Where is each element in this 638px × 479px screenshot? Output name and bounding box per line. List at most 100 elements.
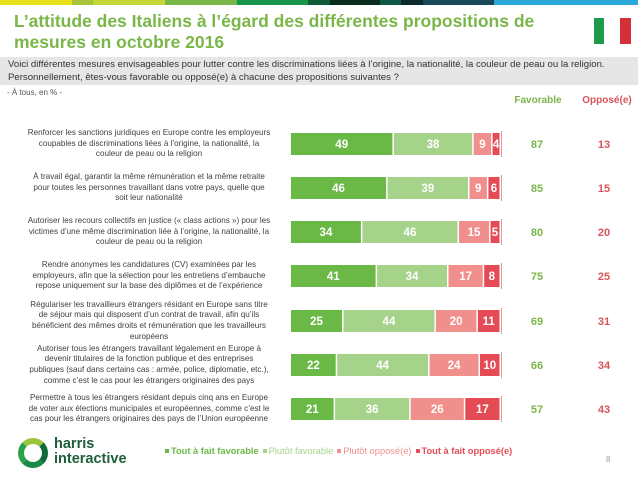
- total-oppose: 15: [598, 183, 610, 195]
- row-label-line: repose uniquement sur la base des diplôm…: [35, 281, 263, 291]
- bar-value-label: 46: [332, 183, 345, 195]
- flag-red-band: [620, 18, 631, 44]
- row-label: Renforcer les sanctions juridiques en Eu…: [10, 128, 288, 160]
- bar-segment: [335, 398, 410, 420]
- bar-value-label: 34: [406, 271, 419, 283]
- legend-item: Tout à fait favorable: [165, 446, 259, 456]
- row-label: Rendre anonymes les candidatures (CV) ex…: [10, 260, 288, 292]
- total-oppose: 43: [598, 404, 610, 416]
- logo-ring-icon: [18, 438, 48, 468]
- stripe-segment: [164, 0, 237, 5]
- bar-value-label: 44: [376, 360, 389, 372]
- bar-value-label: 24: [448, 360, 461, 372]
- bar-value-label: 38: [427, 139, 440, 151]
- row-label-line: couleur de peau ou la religion: [95, 149, 203, 159]
- legend-swatch-icon: [337, 448, 342, 453]
- page-title: L’attitude des Italiens à l’égard des di…: [14, 11, 535, 52]
- stripe-segment: [422, 0, 495, 5]
- bar-segment: [362, 221, 458, 243]
- bar-segment: [291, 265, 376, 287]
- bar-segment: [435, 310, 477, 332]
- row-label-line: employeurs, afin que la sélection pour l…: [32, 270, 266, 280]
- bar-value-label: 22: [307, 360, 320, 372]
- bar-segment: [393, 133, 473, 155]
- bar-segment: [343, 310, 435, 332]
- stripe-segment: [329, 0, 381, 5]
- total-favorable: 69: [531, 316, 543, 328]
- legend-swatch-icon: [262, 448, 267, 453]
- row-label-line: victimes d’une même discrimination liée …: [28, 226, 270, 236]
- bar-value-label: 36: [366, 404, 379, 416]
- top-color-stripe: [0, 0, 638, 5]
- column-header-oppose: Opposé(e): [582, 95, 632, 106]
- legend-item: Plutôt favorable: [262, 446, 334, 456]
- row-label: Autoriser tous les étrangers travaillant…: [10, 344, 288, 386]
- row-label-line: coupables de discriminations liées à l’o…: [38, 138, 260, 148]
- total-oppose: 13: [598, 139, 610, 151]
- bar-segment: [291, 310, 342, 332]
- row-label: Autoriser les recours collectifs en just…: [10, 216, 288, 248]
- bar-value-label: 39: [421, 183, 434, 195]
- bar-segment: [377, 265, 447, 287]
- base-note: - À tous, en % -: [7, 88, 63, 97]
- logo-line-2: interactive: [54, 451, 127, 467]
- legend-label: Plutôt favorable: [268, 446, 334, 456]
- row-label-line: Permettre à tous les étrangers résidant …: [29, 393, 268, 403]
- stripe-segment: [0, 0, 72, 5]
- bar-value-label: 46: [404, 227, 417, 239]
- bar-segment: [291, 133, 393, 155]
- bar-segment: [459, 221, 489, 243]
- stripe-segment: [93, 0, 165, 5]
- bar-segment: [490, 221, 500, 243]
- stripe-segment: [308, 0, 330, 5]
- total-oppose: 25: [598, 271, 610, 283]
- chart-legend: Tout à fait favorable Plutôt favorable Plu…: [165, 446, 516, 456]
- bar-segment: [488, 177, 500, 199]
- bar-segment: [291, 221, 361, 243]
- stripe-segment: [236, 0, 309, 5]
- legend-item: Plutôt opposé(e): [337, 446, 412, 456]
- bar-value-label: 9: [479, 139, 485, 151]
- legend-item: Tout à fait opposé(e): [415, 446, 513, 456]
- row-label-line: Autoriser tous les étrangers travaillant…: [36, 343, 262, 353]
- row-label-line: Rendre anonymes les candidatures (CV) ex…: [41, 260, 257, 270]
- row-label-line: devenir titulaires de la fonction publiq…: [44, 354, 254, 364]
- bar-segment: [484, 265, 500, 287]
- total-oppose: 20: [598, 227, 610, 239]
- stripe-segment: [71, 0, 94, 5]
- row-label-line: bénéficient des mêmes droits et rémunéra…: [32, 320, 266, 330]
- bar-segment: [337, 354, 429, 376]
- logo-text: harris interactive: [54, 437, 127, 467]
- bar-value-label: 25: [310, 316, 323, 328]
- stripe-segment: [380, 0, 402, 5]
- row-label-line: européens: [129, 331, 169, 341]
- legend-label: Tout à fait opposé(e): [421, 446, 513, 456]
- bar-value-label: 17: [459, 271, 472, 283]
- bar-segment: [480, 354, 500, 376]
- bar-value-label: 44: [383, 316, 396, 328]
- bar-value-label: 5: [492, 227, 499, 239]
- page-number: 8: [606, 455, 611, 464]
- bar-value-label: 6: [491, 183, 497, 195]
- question-line-1: Voici différentes mesures envisageables …: [8, 59, 605, 70]
- row-label: Régulariser les travailleurs étrangers r…: [10, 300, 288, 342]
- bar-value-label: 11: [483, 316, 496, 328]
- row-label-line: pour toutes les personnes travaillant da…: [33, 182, 265, 192]
- bar-segment: [291, 398, 334, 420]
- stripe-segment: [401, 0, 423, 5]
- row-label-line: Renforcer les sanctions juridiques en Eu…: [27, 128, 271, 138]
- bar-value-label: 20: [450, 316, 463, 328]
- bar-value-label: 8: [489, 271, 496, 283]
- column-header-favorable: Favorable: [514, 95, 562, 106]
- legend-swatch-icon: [165, 448, 169, 453]
- row-label-line: Autoriser les recours collectifs en just…: [27, 216, 271, 226]
- total-oppose: 34: [598, 360, 611, 372]
- total-favorable: 57: [531, 404, 543, 416]
- total-favorable: 75: [531, 271, 543, 283]
- row-label-line: soit leur nationalité: [115, 193, 183, 203]
- row-label-line: de voter aux élections municipales et eu…: [28, 403, 270, 413]
- bar-value-label: 26: [431, 404, 444, 416]
- row-label: Permettre à tous les étrangers résidant …: [10, 393, 288, 425]
- row-label-line: Régulariser les travailleurs étrangers r…: [30, 299, 268, 309]
